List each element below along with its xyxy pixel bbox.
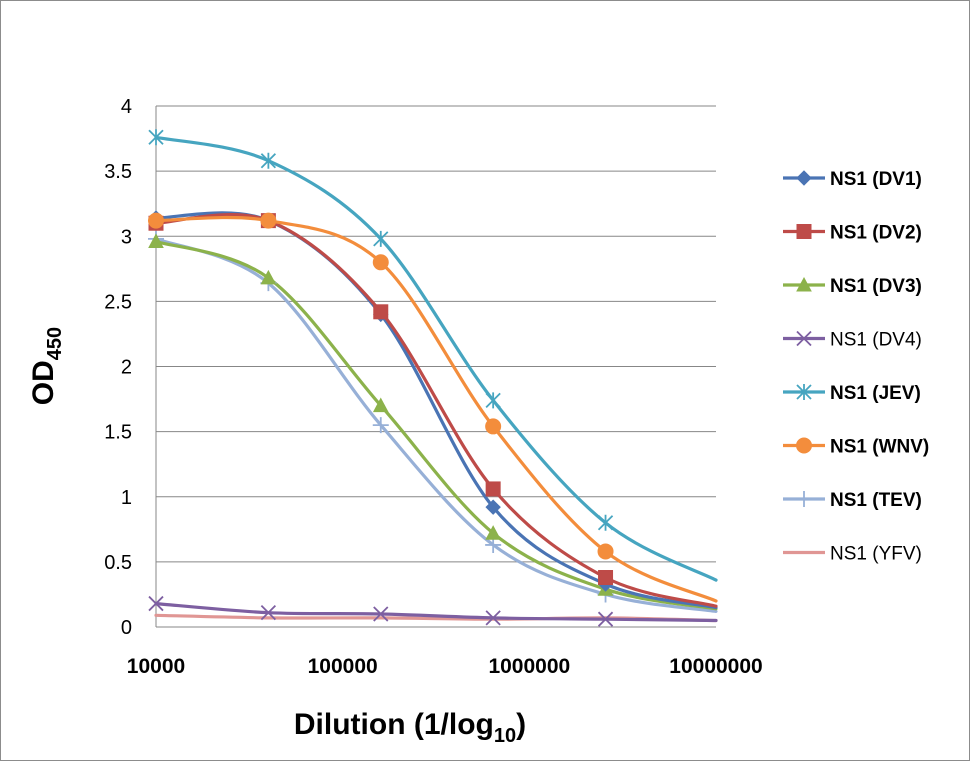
- gridlines: [156, 105, 716, 563]
- series-line: [154, 135, 718, 582]
- legend-label: NS1 (JEV): [830, 383, 921, 404]
- data-point: [260, 212, 277, 229]
- y-tick-label: 0.5: [104, 552, 132, 574]
- legend-marker: [796, 170, 812, 186]
- y-tick-label: 3.5: [104, 161, 132, 183]
- y-tick-label: 0: [121, 617, 132, 639]
- data-point: [372, 397, 389, 413]
- legend-item: NS1 (DV4): [783, 330, 922, 351]
- x-tick-label: 10000000: [669, 655, 762, 678]
- x-tick-label: 1000000: [488, 655, 570, 678]
- x-tick-label: 10000: [127, 655, 185, 678]
- data-point: [597, 514, 614, 531]
- series-line: [154, 237, 718, 613]
- legend-marker: [796, 437, 812, 454]
- data-point: [372, 417, 389, 434]
- data-point: [260, 605, 277, 621]
- data-point: [597, 543, 614, 560]
- data-point: [148, 233, 164, 248]
- legend-label: NS1 (DV1): [830, 169, 922, 190]
- legend-label: NS1 (WNV): [830, 437, 929, 458]
- data-point: [485, 481, 501, 497]
- data-point: [260, 152, 277, 169]
- data-point: [148, 212, 164, 229]
- y-tick-label: 1: [121, 487, 132, 509]
- legend-marker: [796, 276, 812, 292]
- legend-label: NS1 (DV2): [830, 223, 922, 244]
- data-point: [373, 304, 389, 320]
- data-point: [598, 570, 614, 586]
- data-point: [485, 418, 502, 435]
- axes: [155, 106, 716, 628]
- x-tick-label: 100000: [308, 655, 378, 678]
- legend-marker: [796, 224, 812, 239]
- y-tick-label: 4: [121, 96, 132, 118]
- y-axis-title: OD450: [27, 327, 66, 405]
- data-point: [148, 129, 164, 146]
- x-tick-labels: 10000 100000 1000000 10000000: [127, 655, 763, 678]
- series-markers: [148, 129, 614, 627]
- legend-marker: [796, 491, 812, 507]
- data-point: [372, 254, 389, 271]
- y-tick-label: 1.5: [104, 422, 132, 444]
- y-tick-label: 2: [121, 357, 132, 379]
- data-point: [485, 499, 501, 515]
- legend-label: NS1 (DV3): [830, 276, 922, 297]
- data-point: [260, 269, 277, 285]
- legend-item: NS1 (TEV): [783, 490, 922, 511]
- series-line: [154, 239, 718, 611]
- y-tick-label: 3: [121, 226, 132, 248]
- data-point: [485, 610, 501, 626]
- series-line: [154, 211, 718, 610]
- legend-label: NS1 (DV4): [830, 330, 922, 351]
- data-point: [597, 611, 614, 627]
- legend-label: NS1 (YFV): [830, 544, 922, 565]
- legend-item: NS1 (DV3): [783, 276, 922, 297]
- legend-item: NS1 (DV2): [783, 223, 922, 244]
- data-point: [485, 392, 501, 409]
- data-point: [373, 230, 389, 247]
- legend-item: NS1 (DV1): [783, 169, 922, 190]
- x-axis-title: Dilution (1/log10): [294, 708, 526, 747]
- legend-item: NS1 (WNV): [783, 437, 929, 458]
- series-lines: [154, 135, 718, 623]
- legend: NS1 (DV1) NS1 (DV2) NS1 (DV3) NS1 (DV4) NS1 …: [783, 169, 929, 565]
- legend-label: NS1 (TEV): [830, 490, 922, 511]
- legend-item: NS1 (JEV): [783, 383, 921, 404]
- data-point: [485, 525, 501, 540]
- legend-item: NS1 (YFV): [783, 544, 922, 565]
- legend-marker: [796, 384, 812, 400]
- y-tick-labels: 0 0.5 1 1.5 2 2.5 3 3.5 4: [104, 96, 132, 639]
- series-line: [154, 602, 718, 623]
- data-point: [148, 595, 164, 612]
- y-tick-label: 2.5: [104, 291, 132, 313]
- legend-marker: [796, 330, 812, 347]
- data-point: [373, 606, 389, 622]
